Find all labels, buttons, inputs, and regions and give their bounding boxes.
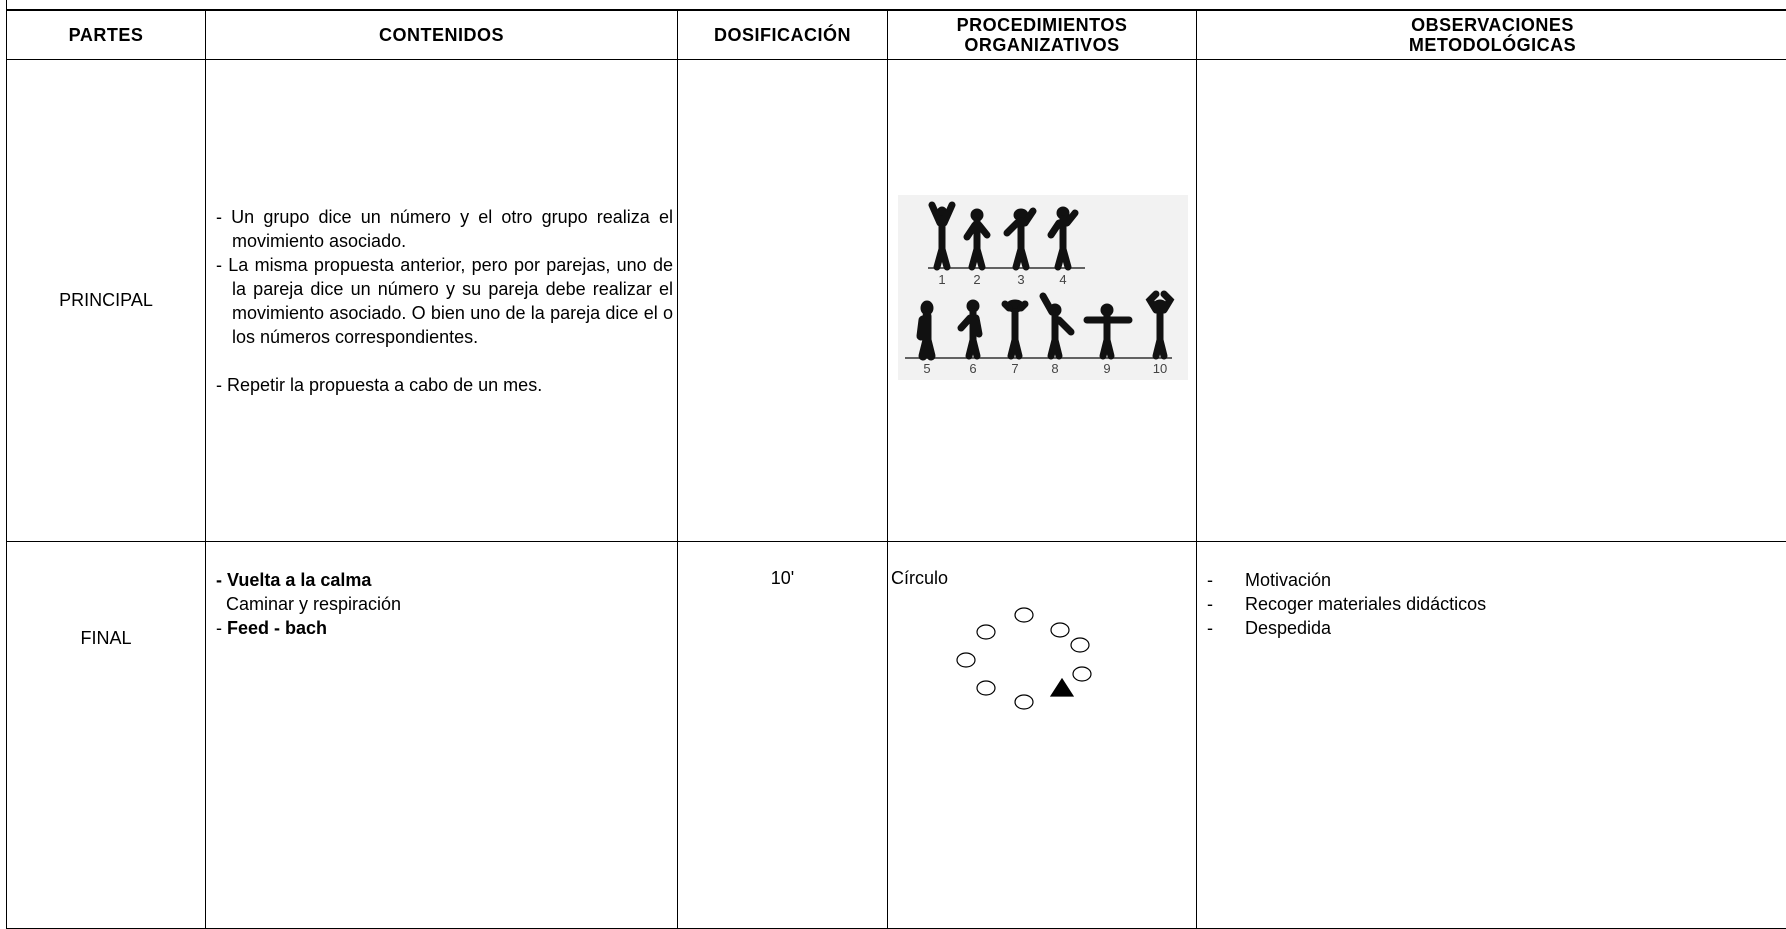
row: FINAL - Vuelta a la calma Caminar y resp…	[7, 542, 1786, 929]
header: PARTES	[7, 11, 206, 60]
item: - Repetir la propuesta a cabo de un mes.	[232, 373, 673, 397]
obs-text: Despedida	[1245, 618, 1331, 638]
obs-item: -Recoger materiales didácticos	[1207, 592, 1786, 616]
item: - Feed - bach	[216, 616, 669, 640]
dosificacion: 10'	[678, 542, 888, 929]
item: Caminar y respiración	[216, 592, 669, 616]
obs-item: -Motivación	[1207, 568, 1786, 592]
obs-text: Motivación	[1245, 570, 1331, 590]
marker: -	[1207, 592, 1245, 616]
contenidos: - Vuelta a la calma Caminar y respiració…	[206, 542, 678, 929]
parte: PRINCIPAL	[7, 60, 206, 542]
top-border	[6, 0, 1786, 10]
procedimientos	[888, 60, 1197, 542]
item: - Vuelta a la calma	[216, 568, 669, 592]
observaciones: -Motivación -Recoger materiales didáctic…	[1197, 542, 1786, 929]
dosificacion	[678, 60, 888, 542]
header-row: PARTES CONTENIDOS DOSIFICACIÓN PROCEDIMI…	[7, 11, 1786, 60]
item: - Un grupo dice un número y el otro grup…	[232, 205, 673, 253]
header: DOSIFICACIÓN	[678, 11, 888, 60]
page: {"table":{"headers":["PARTES","CONTENIDO…	[0, 0, 1786, 835]
obs-text: Recoger materiales didácticos	[1245, 594, 1486, 614]
header: OBSERVACIONES METODOLÓGICAS	[1197, 11, 1786, 60]
header: CONTENIDOS	[206, 11, 678, 60]
marker: -	[1207, 616, 1245, 640]
marker: -	[1207, 568, 1245, 592]
contenidos: - Un grupo dice un número y el otro grup…	[206, 60, 678, 542]
item-text: Feed - bach	[227, 618, 327, 638]
obs-item: -Despedida	[1207, 616, 1786, 640]
observaciones	[1197, 60, 1786, 542]
parte: FINAL	[7, 542, 206, 929]
procedimientos: Círculo	[888, 542, 1197, 929]
lesson-table: PARTES CONTENIDOS DOSIFICACIÓN PROCEDIMI…	[6, 10, 1786, 929]
header: PROCEDIMIENTOS ORGANIZATIVOS	[888, 11, 1197, 60]
row: PRINCIPAL - Un grupo dice un número y el…	[7, 60, 1786, 542]
item: - La misma propuesta anterior, pero por …	[232, 253, 673, 349]
marker: -	[216, 618, 227, 638]
